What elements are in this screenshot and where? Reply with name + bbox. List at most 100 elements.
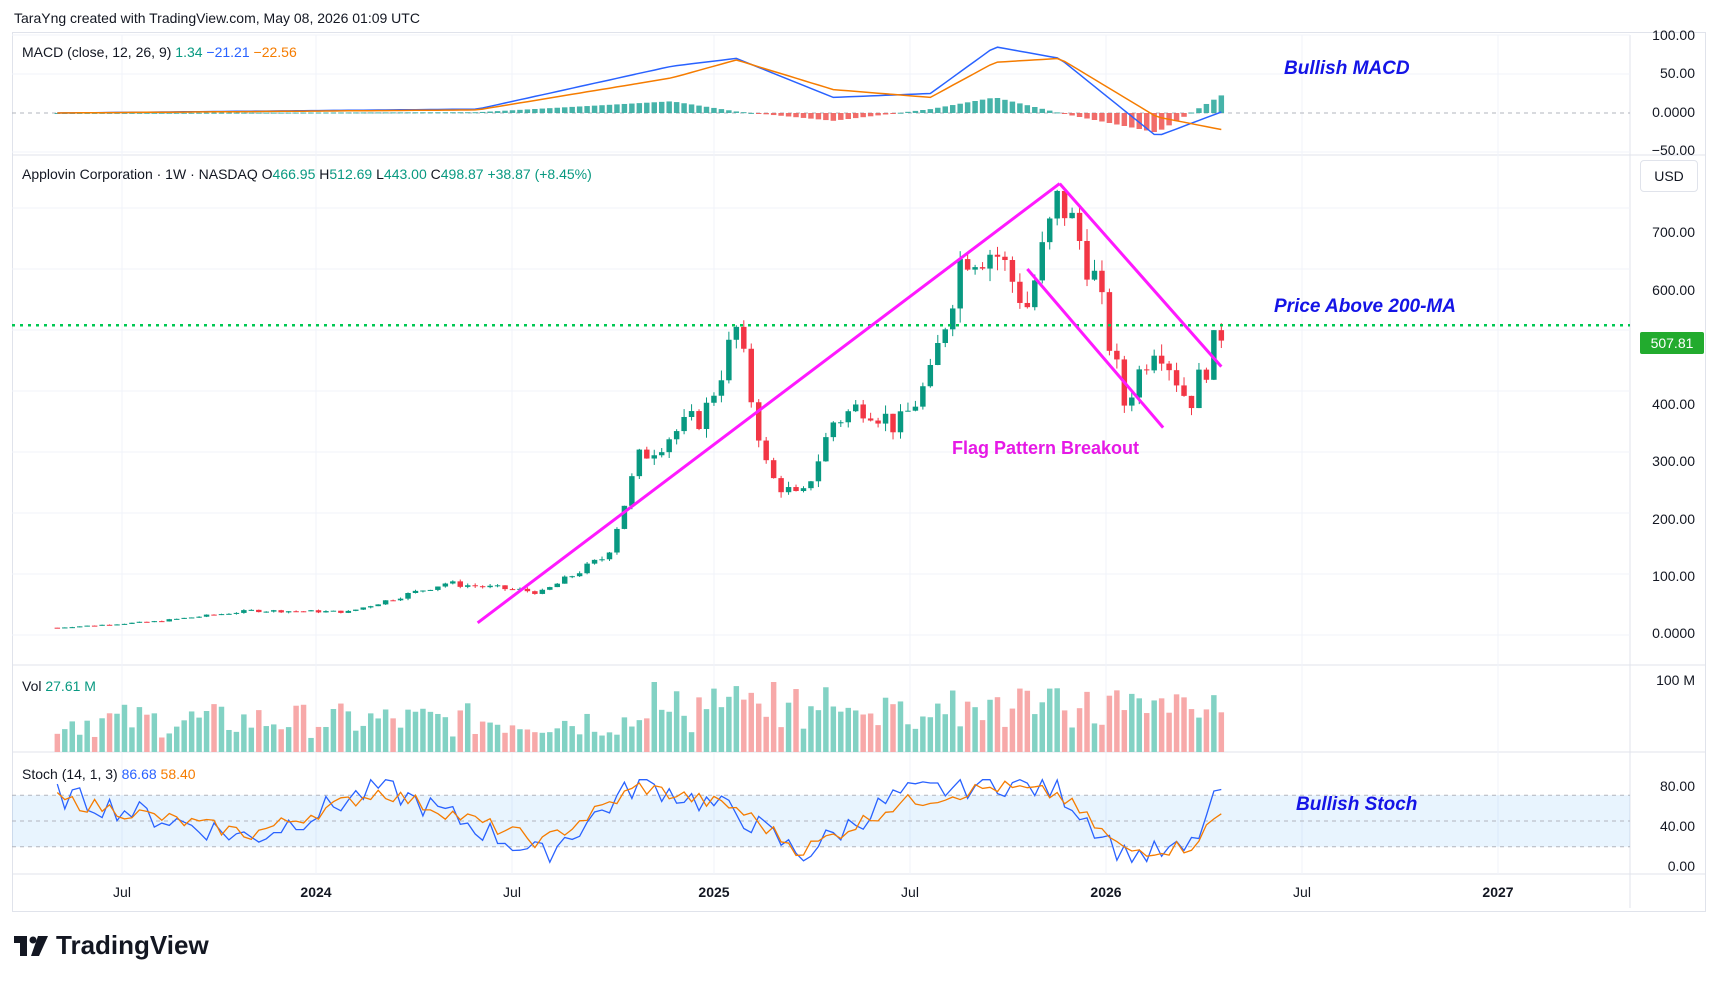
volume-bar	[76, 734, 83, 752]
stoch-title: Stoch (14, 1, 3)	[22, 766, 118, 782]
candle-body	[882, 413, 889, 424]
macd-histogram-bar	[532, 109, 538, 113]
volume-bar	[658, 709, 665, 752]
macd-histogram-bar	[1196, 108, 1202, 113]
macd-histogram-bar	[1173, 113, 1180, 122]
macd-histogram-bar	[733, 111, 740, 113]
macd-histogram-bar	[338, 112, 344, 114]
macd-histogram-bar	[897, 112, 904, 114]
candle-body	[353, 609, 359, 611]
candle-body	[681, 416, 687, 432]
macd-histogram-bar	[666, 101, 672, 113]
volume-bar	[1076, 708, 1083, 752]
volume-bar	[688, 732, 695, 752]
macd-histogram-bar	[882, 113, 889, 115]
volume-bar	[1143, 713, 1150, 752]
volume-bar	[1121, 710, 1128, 752]
candle-body	[241, 610, 247, 613]
macd-histogram-bar	[300, 112, 307, 114]
currency-button[interactable]: USD	[1640, 160, 1698, 192]
macd-histogram-bar	[599, 105, 605, 113]
candle-body	[547, 587, 553, 590]
macd-histogram-bar	[487, 111, 493, 113]
candle-body	[1054, 190, 1060, 219]
macd-histogram-bar	[1032, 107, 1038, 113]
change-value: +38.87 (+8.45%)	[487, 166, 592, 182]
macd-histogram-bar	[196, 112, 202, 114]
volume-bar	[554, 728, 560, 752]
macd-histogram-bar	[1076, 113, 1083, 117]
volume-bar	[1196, 717, 1202, 752]
candle-body	[1024, 302, 1031, 308]
candle-body	[1158, 355, 1165, 364]
macd-histogram-bar	[890, 113, 896, 114]
macd-histogram-bar	[935, 107, 941, 113]
candle-body	[1211, 330, 1217, 380]
macd-histogram-bar	[658, 101, 665, 113]
candle-body	[584, 563, 590, 574]
volume-bar	[972, 707, 978, 752]
candle-body	[949, 308, 956, 330]
volume-bar	[1061, 710, 1068, 752]
candle-body	[1017, 281, 1023, 303]
volume-bar	[785, 702, 792, 752]
candle-body	[554, 583, 560, 588]
flag-pattern-line	[476, 182, 1061, 624]
macd-histogram-bar	[494, 111, 501, 113]
volume-bar	[502, 732, 508, 752]
volume-bar	[748, 692, 754, 752]
macd-histogram-bar	[1009, 101, 1016, 113]
candle-body	[920, 386, 926, 407]
candle-body	[54, 627, 61, 629]
macd-histogram-bar	[673, 102, 680, 113]
macd-histogram-bar	[808, 113, 814, 119]
high-value: 512.69	[329, 166, 373, 182]
macd-histogram-bar	[1099, 113, 1105, 122]
candle-body	[188, 617, 195, 619]
macd-histogram-bar	[1039, 108, 1045, 113]
candle-body	[576, 573, 583, 577]
volume-bar	[920, 716, 926, 752]
volume-bar	[838, 711, 844, 752]
annotation-bullish-stoch: Bullish Stoch	[1296, 794, 1418, 815]
macd-histogram-bar	[114, 112, 120, 114]
low-value: 443.00	[383, 166, 427, 182]
volume-bar	[338, 703, 344, 752]
symbol-title[interactable]: Applovin Corporation · 1W · NASDAQ	[22, 166, 258, 182]
macd-histogram-bar	[159, 112, 165, 114]
price-ytick: 200.00	[1652, 511, 1695, 527]
candle-body	[644, 449, 650, 459]
macd-histogram-bar	[591, 105, 598, 113]
candle-body	[62, 627, 68, 629]
macd-histogram-bar	[569, 106, 575, 113]
macd-histogram-bar	[1143, 113, 1150, 131]
volume-bar	[382, 709, 389, 752]
candle-body	[435, 586, 441, 590]
volume-bar	[345, 711, 352, 752]
volume-bar	[905, 724, 911, 752]
volume-bar	[621, 717, 628, 752]
macd-histogram-bar	[688, 104, 695, 113]
volume-bar	[211, 704, 217, 752]
macd-histogram-bar	[748, 112, 754, 114]
volume-bar	[479, 721, 486, 752]
volume-bar	[54, 733, 61, 752]
x-tick: Jul	[901, 884, 919, 900]
candle-body	[964, 259, 971, 270]
macd-histogram-bar	[330, 112, 337, 114]
candle-body	[106, 624, 113, 626]
volume-bar	[1218, 712, 1225, 752]
volume-bar	[442, 717, 449, 752]
volume-bar	[532, 732, 538, 752]
macd-histogram-bar	[726, 110, 732, 113]
tradingview-logo[interactable]: TradingView	[14, 930, 209, 961]
volume-bar	[1211, 695, 1217, 752]
macd-histogram-bar	[823, 113, 829, 121]
macd-histogram-bar	[360, 112, 366, 114]
volume-bar	[733, 686, 740, 752]
candle-body	[1009, 260, 1016, 282]
volume-bar	[808, 706, 814, 752]
candle-body	[487, 585, 493, 588]
macd-histogram-bar	[905, 111, 911, 113]
